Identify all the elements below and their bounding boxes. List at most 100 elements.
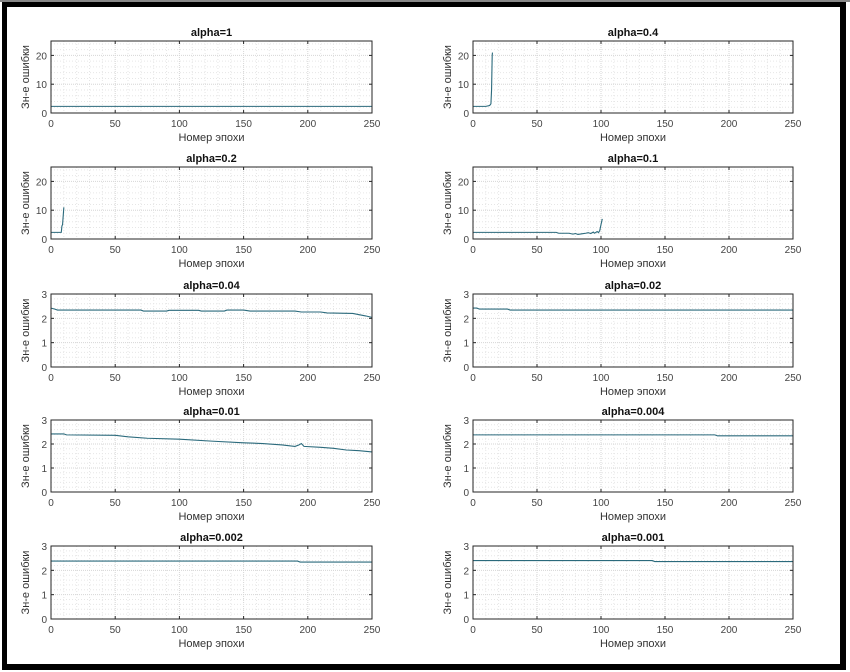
y-tick-label: 3 [41,542,47,553]
x-tick-label: 250 [785,498,802,509]
series-line [473,52,494,107]
x-tick-label: 50 [531,245,543,256]
series-line [51,560,372,563]
y-tick-label: 2 [41,314,47,325]
y-tick-label: 0 [463,615,469,626]
axes-background [51,167,372,239]
x-tick-label: 150 [657,625,674,636]
y-tick-label: 0 [41,615,47,626]
subplot-8: 0 50 100 150 200 250 0 1 2 3 alpha=0.004 Номер эпох… [442,406,802,523]
axes-background [51,41,372,113]
subplot-9: 0 50 100 150 200 250 0 1 2 3 alpha=0.002 Номер эпох… [20,532,381,650]
series-line [51,433,373,453]
y-tick-label: 2 [463,566,469,577]
y-tick-label: 1 [463,591,469,602]
y-axis-label: Зн-е ошибки [20,299,32,363]
x-tick-label: 100 [171,119,188,130]
y-axis-label: Зн-е ошибки [20,171,32,235]
x-tick-label: 250 [785,373,802,384]
y-axis-label: Зн-е ошибки [20,424,32,488]
axes-box [50,545,373,620]
x-tick-label: 250 [364,498,381,509]
frame-border-right [840,2,846,670]
subplot-2: 0 50 100 150 200 250 0 10 20 alpha=0.4 Номер эпохи… [442,27,802,144]
x-tick-label: 200 [299,119,316,130]
y-axis-label: Зн-е ошибки [20,551,32,615]
x-tick-label: 100 [171,625,188,636]
x-tick-label: 200 [299,245,316,256]
y-tick-label: 10 [36,80,48,91]
x-axis-label: Номер эпохи [600,132,666,144]
y-tick-label: 0 [463,488,469,499]
x-tick-label: 250 [364,373,381,384]
x-tick-label: 0 [48,498,54,509]
subplot-title: alpha=0.004 [602,406,666,418]
x-tick-label: 200 [299,373,316,384]
y-tick-label: 10 [458,80,470,91]
y-tick-label: 2 [463,440,469,451]
y-tick-label: 1 [41,339,47,350]
grid [472,293,794,368]
y-axis-label: Зн-е ошибки [442,424,454,488]
x-tick-label: 0 [48,373,54,384]
subplot-title: alpha=1 [191,27,232,39]
x-tick-label: 250 [785,245,802,256]
axes-box [472,293,794,368]
y-tick-label: 20 [36,177,48,188]
y-axis-label: Зн-е ошибки [20,45,32,109]
x-tick-label: 200 [299,498,316,509]
x-tick-label: 0 [470,625,476,636]
x-tick-label: 150 [657,498,674,509]
x-tick-label: 50 [531,119,543,130]
x-tick-label: 150 [657,245,674,256]
y-axis-label: Зн-е ошибки [442,551,454,615]
frame-shade [0,0,850,2]
y-tick-label: 1 [463,464,469,475]
subplot-3: 0 50 100 150 200 250 0 10 20 alpha=0.2 Номер эпохи… [20,153,381,270]
y-tick-label: 20 [458,51,470,62]
y-tick-label: 3 [463,290,469,301]
y-tick-label: 2 [463,314,469,325]
x-tick-label: 0 [470,373,476,384]
x-tick-label: 200 [721,625,738,636]
subplot-1: 0 50 100 150 200 250 0 10 20 alpha=1 Номер эпохи Зн… [20,27,381,144]
x-tick-label: 150 [235,498,252,509]
axes-box [50,419,373,493]
x-tick-label: 50 [110,498,122,509]
subplot-title: alpha=0.01 [183,406,240,418]
y-axis-label: Зн-е ошибки [442,45,454,109]
y-tick-label: 0 [41,488,47,499]
x-tick-label: 150 [235,245,252,256]
y-tick-label: 10 [458,206,470,217]
axes-background [473,546,793,619]
x-tick-label: 0 [470,498,476,509]
x-tick-label: 100 [593,373,610,384]
subplot-title: alpha=0.1 [608,153,658,165]
y-tick-label: 2 [41,566,47,577]
x-tick-label: 100 [593,625,610,636]
x-axis-label: Номер эпохи [178,132,244,144]
series-line [473,434,793,437]
y-tick-label: 20 [458,177,470,188]
axes-box [50,166,373,240]
axes-background [473,294,793,367]
subplot-title: alpha=0.2 [186,153,236,165]
y-tick-label: 2 [41,440,47,451]
axes-box [472,166,794,240]
x-tick-label: 50 [531,625,543,636]
x-tick-label: 100 [171,498,188,509]
axes-background [473,41,793,113]
x-tick-label: 50 [531,498,543,509]
x-tick-label: 50 [110,119,122,130]
x-tick-label: 50 [110,625,122,636]
series-line [473,560,793,563]
x-axis-label: Номер эпохи [178,511,244,523]
x-axis-label: Номер эпохи [600,638,666,650]
x-axis-label: Номер эпохи [600,386,666,398]
x-tick-label: 200 [721,119,738,130]
x-tick-label: 200 [721,373,738,384]
grid [50,167,373,240]
x-tick-label: 0 [470,119,476,130]
x-axis-label: Номер эпохи [178,258,244,270]
subplot-10: 0 50 100 150 200 250 0 1 2 3 alpha=0.001 Номер эпох… [442,532,802,650]
